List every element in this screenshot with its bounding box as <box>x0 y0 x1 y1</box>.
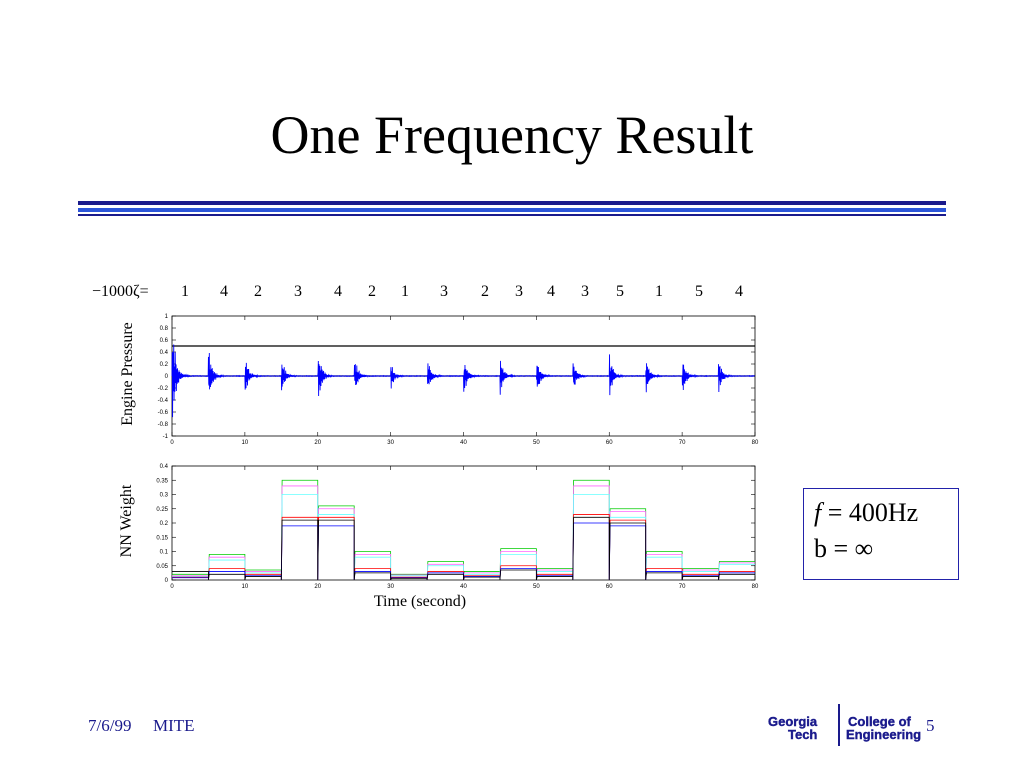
pressure-y-tick-label: 0.8 <box>160 326 169 332</box>
zeta-value: 1 <box>401 283 409 300</box>
weight-y-tick-label: 0.25 <box>156 507 168 513</box>
zeta-value: 3 <box>581 283 589 300</box>
zeta-value: 4 <box>220 283 228 300</box>
footer-org: MITE <box>153 716 195 735</box>
zeta-value: 2 <box>481 283 489 300</box>
pressure-x-tick-label: 20 <box>314 440 321 446</box>
pressure-x-tick-label: 80 <box>752 440 759 446</box>
pressure-y-tick-label: 1 <box>165 314 169 320</box>
frequency-value: = 400Hz <box>821 498 919 527</box>
logo-engineering: Engineering <box>846 727 922 742</box>
weight-x-tick-label: 70 <box>679 584 686 590</box>
pressure-x-tick-label: 30 <box>387 440 394 446</box>
parameter-box: f = 400Hz b = ∞ <box>803 488 959 580</box>
logo-divider-bar <box>838 704 840 746</box>
pressure-x-tick-label: 40 <box>460 440 467 446</box>
zeta-value: 5 <box>616 283 624 300</box>
weight-y-tick-label: 0.4 <box>160 464 169 470</box>
pressure-signal-line <box>171 344 755 418</box>
title-divider-middle <box>78 208 946 212</box>
logo-tech: Tech <box>788 727 818 742</box>
zeta-value: 4 <box>735 283 743 300</box>
pressure-x-tick-label: 60 <box>606 440 613 446</box>
title-divider-bottom <box>78 214 946 216</box>
weight-y-tick-label: 0.2 <box>160 521 169 527</box>
pressure-y-tick-label: -0.6 <box>158 410 169 416</box>
frequency-line: f = 400Hz <box>814 495 958 531</box>
time-x-axis-label: Time (second) <box>373 593 467 610</box>
b-line: b = ∞ <box>814 534 874 563</box>
pressure-y-tick-label: 0 <box>165 374 169 380</box>
weight-x-tick-label: 30 <box>387 584 394 590</box>
logo-georgia: Georgia <box>768 714 818 729</box>
zeta-value: 1 <box>181 283 189 300</box>
zeta-value: 2 <box>254 283 262 300</box>
pressure-y-tick-label: -1 <box>163 434 169 440</box>
pressure-y-tick-label: -0.8 <box>158 422 169 428</box>
pressure-x-tick-label: 70 <box>679 440 686 446</box>
weight-x-tick-label: 40 <box>460 584 467 590</box>
georgia-tech-logo: Georgia Tech College of Engineering <box>766 700 942 748</box>
weight-y-tick-label: 0.05 <box>156 564 168 570</box>
pressure-y-tick-label: -0.2 <box>158 386 169 392</box>
zeta-value: 3 <box>294 283 302 300</box>
weight-x-tick-label: 10 <box>242 584 249 590</box>
weight-y-tick-label: 0.15 <box>156 535 168 541</box>
weight-y-tick-label: 0.3 <box>160 493 169 499</box>
zeta-label: −1000ζ= <box>92 283 149 300</box>
zeta-value: 3 <box>440 283 448 300</box>
slide-title: One Frequency Result <box>270 105 754 165</box>
pressure-x-tick-label: 50 <box>533 440 540 446</box>
zeta-value: 1 <box>655 283 663 300</box>
logo-college: College of <box>848 714 911 729</box>
weight-x-tick-label: 0 <box>170 584 174 590</box>
zeta-value: 5 <box>695 283 703 300</box>
title-divider-top <box>78 201 946 205</box>
pressure-y-tick-label: 0.2 <box>160 362 169 368</box>
zeta-value: 4 <box>334 283 342 300</box>
zeta-value: 3 <box>515 283 523 300</box>
pressure-y-tick-label: 0.4 <box>160 350 169 356</box>
weight-y-tick-label: 0 <box>165 578 169 584</box>
weight-y-tick-label: 0.35 <box>156 478 168 484</box>
weight-x-tick-label: 20 <box>314 584 321 590</box>
zeta-value: 2 <box>368 283 376 300</box>
weight-x-tick-label: 50 <box>533 584 540 590</box>
weight-y-tick-label: 0.1 <box>160 550 169 556</box>
weight-series-line <box>172 516 755 581</box>
footer-date: 7/6/99 <box>88 716 132 735</box>
pressure-x-tick-label: 0 <box>170 440 174 446</box>
weight-series-line <box>172 494 755 581</box>
zeta-value: 4 <box>547 283 555 300</box>
frequency-symbol: f <box>814 498 822 527</box>
pressure-y-tick-label: -0.4 <box>158 398 169 404</box>
weight-x-tick-label: 80 <box>752 584 759 590</box>
pressure-x-tick-label: 10 <box>242 440 249 446</box>
weight-x-tick-label: 60 <box>606 584 613 590</box>
pressure-y-tick-label: 0.6 <box>160 338 169 344</box>
slide-number: 5 <box>926 716 935 735</box>
